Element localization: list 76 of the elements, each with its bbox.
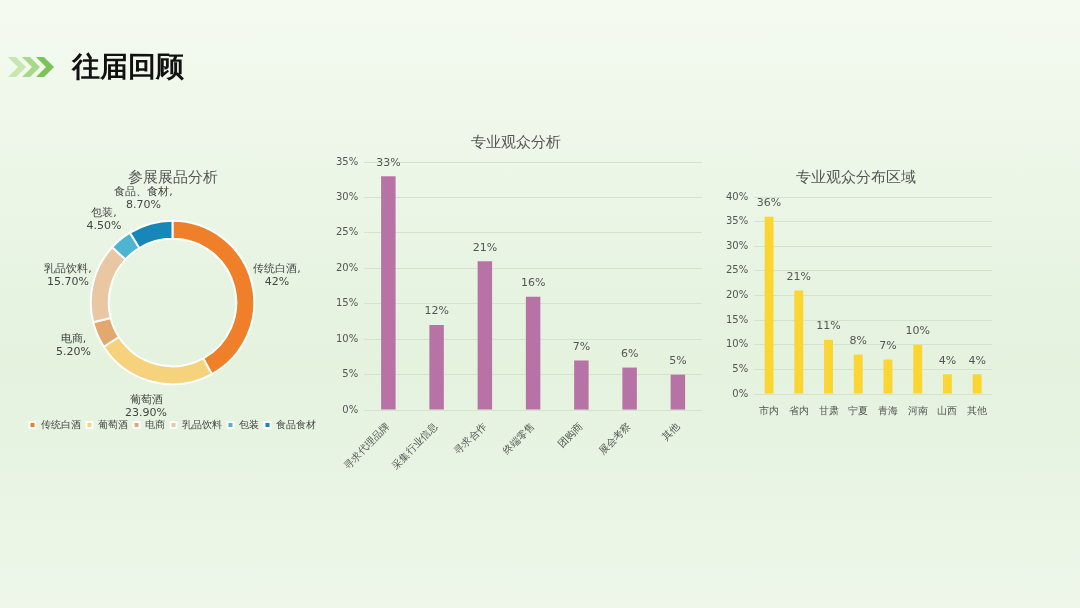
y-tick-label: 35% [335, 155, 359, 167]
data-label: 33% [376, 155, 401, 169]
x-tick-label: 寻求代理品牌 [341, 420, 392, 472]
bar [622, 367, 637, 410]
x-tick-label: 团购商 [555, 420, 585, 450]
y-tick-label: 40% [725, 190, 749, 202]
data-label: 4% [968, 353, 986, 367]
text: 往届回顾 [72, 49, 184, 85]
x-tick-label: 展会考察 [596, 420, 633, 457]
y-tick-label: 0% [342, 403, 359, 415]
bar [883, 359, 893, 394]
x-tick-label: 终端零售 [500, 420, 537, 457]
legend-label: 食品食材 [275, 418, 316, 430]
data-label: 乳品饮料, 15.70% [44, 262, 92, 289]
data-label: 5% [669, 354, 687, 368]
data-label: 传统白酒, 42% [253, 262, 301, 289]
y-tick-label: 10% [725, 338, 749, 350]
y-tick-label: 10% [335, 332, 359, 344]
data-label: 7% [572, 339, 591, 353]
legend-label: 传统白酒 [40, 418, 81, 430]
x-tick-label: 甘肃 [818, 404, 839, 416]
legend-label: 乳品饮料 [181, 418, 222, 430]
data-label: 21% [786, 269, 812, 283]
bar [913, 344, 923, 394]
data-label: 8% [849, 333, 867, 347]
data-label: 36% [756, 196, 782, 210]
bar [525, 296, 541, 410]
bar [764, 216, 774, 394]
data-label: 葡萄酒 23.90% [125, 393, 167, 420]
y-tick-label: 30% [335, 191, 359, 203]
x-tick-label: 市内 [759, 404, 780, 416]
y-tick-label: 35% [725, 215, 749, 227]
chart-title: 参展展品分析 [127, 167, 218, 186]
data-label: 16% [520, 276, 546, 290]
data-label: 6% [620, 346, 639, 360]
bar [972, 374, 982, 394]
y-tick-label: 15% [335, 297, 359, 309]
y-tick-label: 25% [335, 226, 359, 238]
bar [824, 339, 833, 394]
x-tick-label: 青海 [877, 404, 898, 416]
data-label: 电商, 5.20% [56, 331, 92, 358]
data-label: 11% [816, 319, 841, 333]
y-tick-label: 5% [342, 368, 359, 380]
y-tick-label: 25% [725, 264, 749, 276]
x-tick-label: 采集行业信息 [389, 420, 440, 472]
x-tick-label: 山西 [937, 404, 958, 416]
legend-label: 包装 [238, 418, 259, 430]
data-label: 21% [472, 240, 498, 254]
x-tick-label: 其他 [659, 420, 682, 443]
legend-label: 电商 [144, 418, 165, 430]
data-label: 7% [879, 338, 897, 352]
x-tick-label: 其他 [967, 404, 988, 416]
data-label: 12% [424, 304, 449, 318]
y-tick-label: 30% [725, 239, 749, 251]
bar [381, 176, 396, 410]
x-tick-label: 省内 [788, 404, 809, 416]
data-label: 10% [905, 324, 930, 338]
bar [794, 290, 804, 394]
bar [942, 374, 952, 394]
x-tick-label: 寻求合作 [452, 420, 489, 457]
data-label: 4% [938, 353, 957, 367]
chart-title: 专业观众分布区域 [796, 167, 916, 186]
bar [477, 261, 493, 410]
x-tick-label: 河南 [907, 404, 928, 416]
bar [670, 374, 686, 410]
chart-title: 专业观众分析 [471, 132, 561, 151]
bar [853, 354, 863, 394]
y-tick-label: 20% [725, 289, 749, 301]
legend-label: 葡萄酒 [97, 418, 128, 430]
bar [429, 325, 444, 410]
y-tick-label: 15% [725, 313, 749, 325]
bar [574, 360, 589, 410]
x-tick-label: 宁夏 [848, 404, 869, 416]
y-tick-label: 0% [732, 387, 749, 399]
y-tick-label: 5% [732, 362, 749, 374]
y-tick-label: 20% [335, 261, 359, 273]
